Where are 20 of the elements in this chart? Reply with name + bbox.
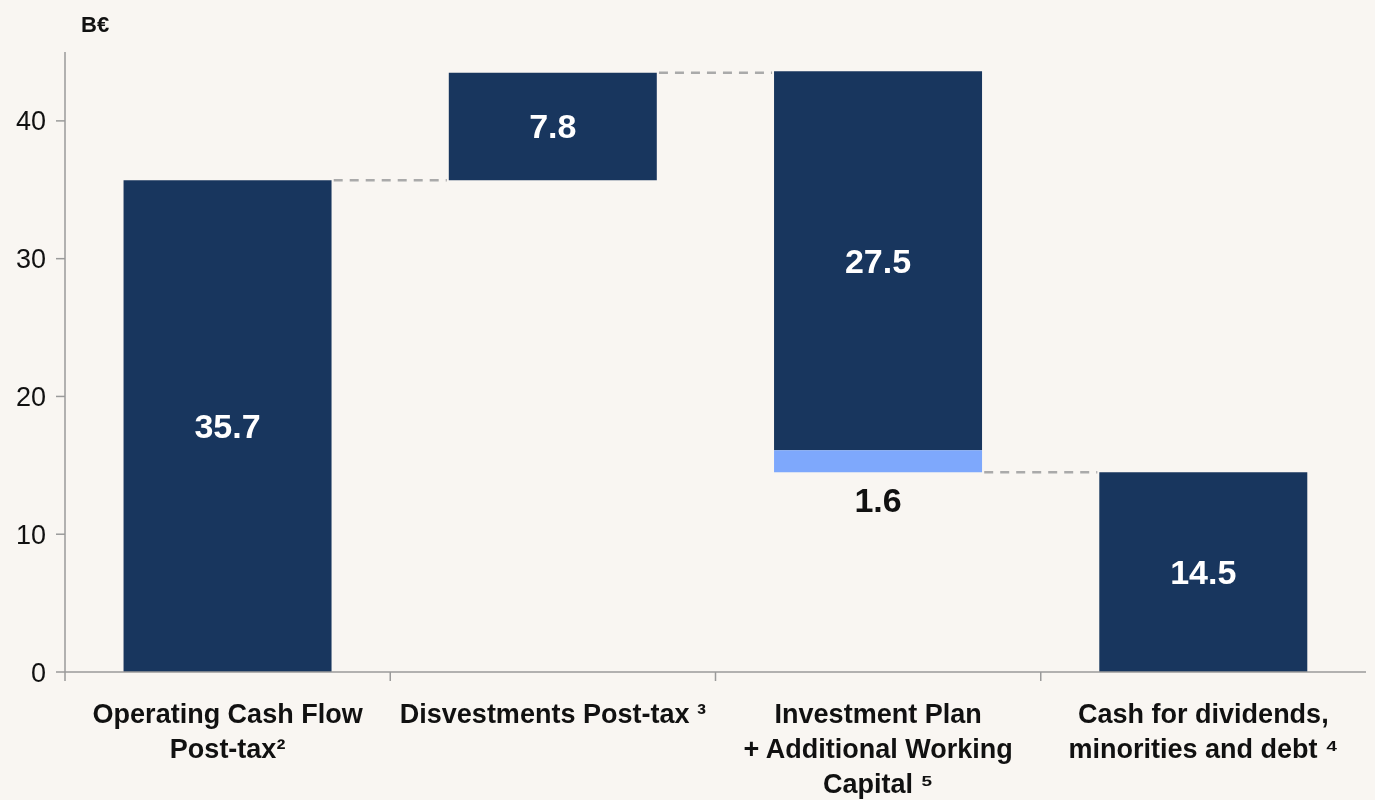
y-tick-label: 0 xyxy=(30,657,46,688)
y-axis-title: B€ xyxy=(81,12,110,37)
data-label: 35.7 xyxy=(194,407,261,446)
data-label: 7.8 xyxy=(529,107,577,146)
y-tick-label: 40 xyxy=(15,106,46,137)
x-tick-label: Operating Cash Flow Post-tax² xyxy=(92,699,364,764)
x-tick-label: Investment Plan + Additional Working Capital ⁵ xyxy=(743,699,1013,799)
bar xyxy=(448,72,657,181)
y-tick-label: 30 xyxy=(15,244,46,275)
bar xyxy=(774,71,983,451)
data-label: 27.5 xyxy=(844,241,912,280)
bar xyxy=(123,180,332,672)
bar xyxy=(1099,472,1308,672)
bar xyxy=(774,450,983,473)
y-tick-label: 10 xyxy=(15,519,46,550)
y-tick-label: 20 xyxy=(15,382,46,413)
data-label: 1.6 xyxy=(854,481,902,520)
x-tick-label: Disvestments Post-tax ³ xyxy=(399,699,706,729)
x-tick-label: Cash for dividends, minorities and debt ⁴ xyxy=(1068,699,1339,764)
data-label: 14.5 xyxy=(1170,553,1237,592)
